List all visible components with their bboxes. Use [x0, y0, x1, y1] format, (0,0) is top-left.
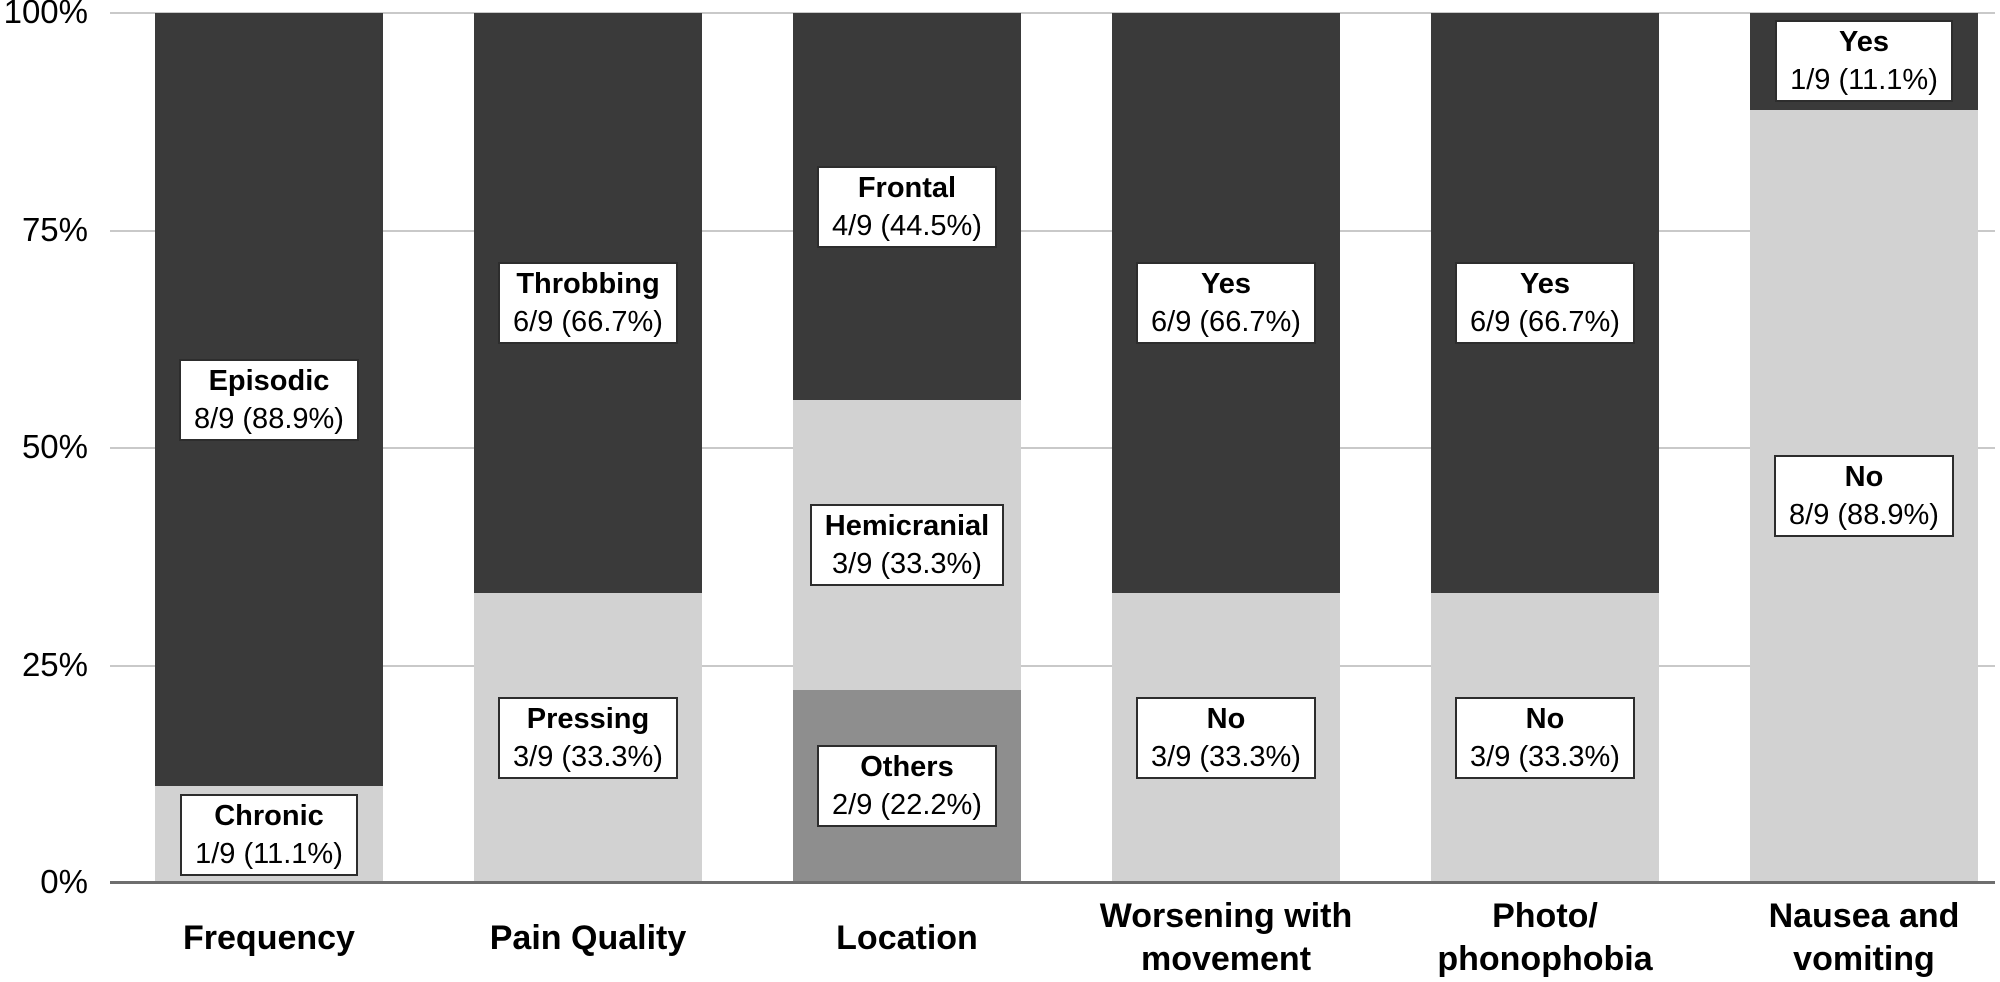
category-label: Nausea and vomiting — [1769, 896, 1960, 980]
bar-segment: Yes 1/9 (11.1%) — [1750, 13, 1978, 110]
gridline-75 — [110, 229, 1995, 232]
segment-label-box: Episodic 8/9 (88.9%) — [179, 358, 359, 441]
bar-segment: Hemicranial 3/9 (33.3%) — [793, 400, 1021, 690]
bar-segment: No 8/9 (88.9%) — [1750, 109, 1978, 883]
segment-name: Yes — [1200, 268, 1251, 301]
segment-name: Frontal — [857, 171, 957, 204]
segment-value: 3/9 (33.3%) — [1470, 741, 1620, 774]
segment-value: 3/9 (33.3%) — [832, 547, 982, 580]
x-axis-line — [110, 881, 1995, 884]
segment-label-box: Frontal 4/9 (44.5%) — [817, 165, 997, 248]
category-label-line: Frequency — [183, 918, 355, 957]
segment-value: 2/9 (22.2%) — [832, 789, 982, 822]
category-label-line: Location — [836, 918, 978, 957]
y-tick-label-75: 75% — [21, 210, 88, 248]
segment-value: 8/9 (88.9%) — [194, 402, 344, 435]
segment-label-box: Yes 6/9 (66.7%) — [1136, 262, 1316, 345]
segment-label-box: No 3/9 (33.3%) — [1136, 697, 1316, 780]
gridline-25 — [110, 664, 1995, 667]
segment-label-box: Hemicranial 3/9 (33.3%) — [809, 503, 1005, 586]
category-label: Photo/phonophobia — [1437, 896, 1652, 980]
segment-value: 4/9 (44.5%) — [832, 209, 982, 242]
y-tick-label-50: 50% — [21, 428, 88, 466]
bar-column: Frontal 4/9 (44.5%) Hemicranial 3/9 (33.3%)… — [793, 13, 1021, 883]
category-label-line: movement — [1140, 940, 1312, 978]
plot-area: Episodic 8/9 (88.9%) Chronic 1/9 (11.1%) Thr… — [110, 12, 1995, 884]
segment-name: Yes — [1519, 268, 1570, 301]
segment-name: Chronic — [214, 799, 324, 832]
segment-label-box: Pressing 3/9 (33.3%) — [498, 697, 678, 780]
category-label-line: Photo/ — [1492, 897, 1598, 935]
segment-value: 3/9 (33.3%) — [1151, 741, 1301, 774]
segment-name: No — [1844, 461, 1884, 494]
segment-name: No — [1525, 703, 1565, 736]
category-label: Pain Quality — [490, 896, 687, 980]
bar-column: Episodic 8/9 (88.9%) Chronic 1/9 (11.1%) — [155, 13, 383, 883]
bar-segment: No 3/9 (33.3%) — [1431, 593, 1659, 883]
category-label: Location — [836, 896, 978, 980]
segment-value: 3/9 (33.3%) — [513, 741, 663, 774]
y-tick-label-0: 0% — [40, 863, 88, 901]
category-label: Frequency — [183, 896, 355, 980]
segment-name: Others — [860, 751, 954, 784]
bar-column: Yes 1/9 (11.1%) No 8/9 (88.9%) — [1750, 13, 1978, 883]
bar-segment: Yes 6/9 (66.7%) — [1112, 13, 1340, 594]
category-label-line: Pain Quality — [489, 918, 687, 957]
segment-name: Throbbing — [516, 268, 660, 301]
y-axis: 0% 25% 50% 75% 100% — [0, 0, 88, 982]
segment-name: Hemicranial — [824, 509, 990, 542]
bar-segment: Chronic 1/9 (11.1%) — [155, 786, 383, 883]
segment-value: 8/9 (88.9%) — [1789, 499, 1939, 532]
y-tick-label-25: 25% — [21, 645, 88, 683]
bar-column: Yes 6/9 (66.7%) No 3/9 (33.3%) — [1431, 13, 1659, 883]
segment-value: 6/9 (66.7%) — [1151, 306, 1301, 339]
bar-segment: Throbbing 6/9 (66.7%) — [474, 13, 702, 594]
category-label-line: phonophobia — [1437, 940, 1653, 978]
segment-value: 6/9 (66.7%) — [513, 306, 663, 339]
bar-segment: Pressing 3/9 (33.3%) — [474, 593, 702, 883]
segment-label-box: Chronic 1/9 (11.1%) — [180, 793, 358, 876]
segment-name: Pressing — [526, 703, 650, 736]
segment-label-box: Yes 1/9 (11.1%) — [1775, 20, 1953, 103]
y-tick-label-100: 100% — [3, 0, 88, 31]
bar-segment: Episodic 8/9 (88.9%) — [155, 13, 383, 787]
segment-value: 6/9 (66.7%) — [1470, 306, 1620, 339]
gridline-100 — [110, 12, 1995, 14]
segment-label-box: No 3/9 (33.3%) — [1455, 697, 1635, 780]
segment-value: 1/9 (11.1%) — [1790, 64, 1938, 97]
category-label-line: Worsening with — [1099, 897, 1353, 935]
category-label-line: Nausea and — [1768, 897, 1960, 935]
segment-name: Yes — [1838, 26, 1889, 59]
segment-name: No — [1206, 703, 1246, 736]
segment-name: Episodic — [208, 364, 330, 397]
bar-segment: Yes 6/9 (66.7%) — [1431, 13, 1659, 594]
segment-label-box: Yes 6/9 (66.7%) — [1455, 262, 1635, 345]
bar-segment: Frontal 4/9 (44.5%) — [793, 13, 1021, 401]
bar-column: Yes 6/9 (66.7%) No 3/9 (33.3%) — [1112, 13, 1340, 883]
segment-label-box: No 8/9 (88.9%) — [1774, 455, 1954, 538]
segment-label-box: Throbbing 6/9 (66.7%) — [498, 262, 678, 345]
bar-segment: No 3/9 (33.3%) — [1112, 593, 1340, 883]
segment-label-box: Others 2/9 (22.2%) — [817, 745, 997, 828]
bar-segment: Others 2/9 (22.2%) — [793, 689, 1021, 883]
category-label-line: vomiting — [1793, 940, 1935, 978]
bar-column: Throbbing 6/9 (66.7%) Pressing 3/9 (33.3%) — [474, 13, 702, 883]
segment-value: 1/9 (11.1%) — [195, 837, 343, 870]
gridline-50 — [110, 447, 1995, 449]
category-label: Worsening with movement — [1100, 896, 1352, 980]
